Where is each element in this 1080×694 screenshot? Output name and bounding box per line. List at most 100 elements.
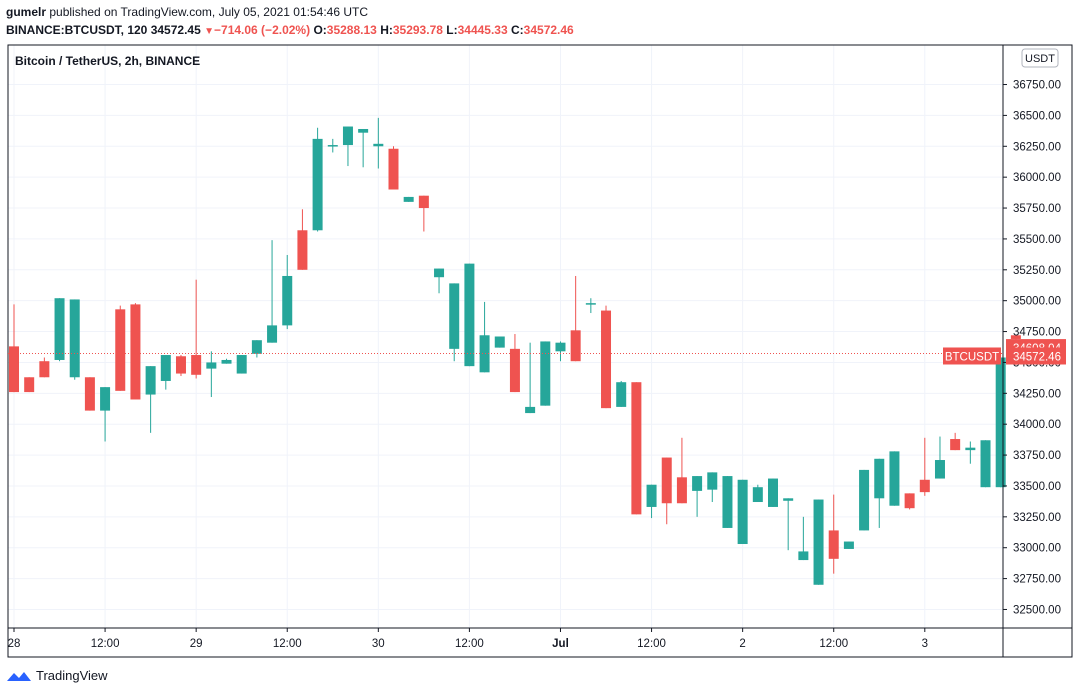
candle[interactable] <box>828 494 839 574</box>
price-label-box <box>1006 347 1066 365</box>
candle-body <box>312 138 323 231</box>
candle[interactable] <box>525 342 536 414</box>
candle[interactable] <box>191 279 202 379</box>
footer-brand[interactable]: TradingView <box>6 668 108 683</box>
candle[interactable] <box>646 484 657 519</box>
candle-body <box>570 330 581 362</box>
candle[interactable] <box>692 476 703 517</box>
candle[interactable] <box>616 380 627 407</box>
open-value: 35288.13 <box>326 23 377 37</box>
candle[interactable] <box>84 377 95 411</box>
candle[interactable] <box>631 382 642 515</box>
candle-body <box>39 361 50 378</box>
candle[interactable] <box>282 254 293 330</box>
candle[interactable] <box>919 437 930 496</box>
candle[interactable] <box>130 303 141 400</box>
last-price: 34572.45 <box>150 23 201 37</box>
candle-body <box>874 458 885 499</box>
candle[interactable] <box>752 484 763 503</box>
candle[interactable] <box>585 298 596 314</box>
time-tick-label: 2 <box>739 638 745 650</box>
candle[interactable] <box>722 476 733 528</box>
candle[interactable] <box>980 440 991 488</box>
candle-body <box>9 346 19 393</box>
candle-body <box>69 299 80 378</box>
candle[interactable] <box>479 301 490 373</box>
candle[interactable] <box>342 126 353 167</box>
publish-info: gumelr published on TradingView.com, Jul… <box>6 5 368 19</box>
candle[interactable] <box>813 499 824 585</box>
price-tick-label: 33000.00 <box>1013 543 1061 555</box>
candle[interactable] <box>54 298 65 362</box>
candle[interactable] <box>570 275 581 362</box>
candle[interactable] <box>661 457 672 525</box>
candle[interactable] <box>206 351 217 398</box>
candle[interactable] <box>160 355 171 390</box>
candle-body <box>373 143 384 147</box>
candle[interactable] <box>388 146 399 190</box>
candle[interactable] <box>995 357 1006 488</box>
close-value: 34572.46 <box>523 23 574 37</box>
candle[interactable] <box>509 334 520 393</box>
candle[interactable] <box>950 432 961 451</box>
candle[interactable] <box>874 458 885 528</box>
candle[interactable] <box>737 479 748 545</box>
candle[interactable] <box>540 341 551 406</box>
currency-badge[interactable]: USDT <box>1025 53 1055 65</box>
candle[interactable] <box>449 283 460 362</box>
candle-body <box>145 366 156 395</box>
candle[interactable] <box>889 451 900 506</box>
currency-badge-box[interactable] <box>1021 48 1059 68</box>
candle[interactable] <box>312 127 323 232</box>
candle[interactable] <box>783 498 794 551</box>
candle[interactable] <box>798 516 809 561</box>
candle[interactable] <box>768 478 778 507</box>
candles <box>9 117 1021 585</box>
candle[interactable] <box>175 355 186 377</box>
time-axis: 28 12:00 29 12:00 30 12:00 Jul 12:00 2 12:00 3 <box>8 628 928 650</box>
candle[interactable] <box>434 268 445 294</box>
price-tick-label: 36250.00 <box>1013 141 1061 153</box>
candle[interactable] <box>327 138 338 153</box>
candle[interactable] <box>403 196 414 202</box>
candle[interactable] <box>115 305 126 391</box>
candle[interactable] <box>707 472 718 503</box>
candle[interactable] <box>297 209 308 270</box>
candle[interactable] <box>100 387 111 442</box>
candle[interactable] <box>464 263 475 367</box>
candle[interactable] <box>24 377 35 393</box>
candle-body <box>251 340 262 354</box>
candle-body <box>267 325 278 343</box>
candle[interactable] <box>843 541 854 549</box>
price-tick-label: 35750.00 <box>1013 203 1061 215</box>
down-arrow-icon: ▼ <box>204 26 215 37</box>
candle[interactable] <box>236 355 247 374</box>
candle[interactable] <box>145 366 156 433</box>
candle[interactable] <box>251 340 262 358</box>
candle[interactable] <box>267 240 278 343</box>
candle[interactable] <box>39 357 50 378</box>
candle[interactable] <box>904 493 915 510</box>
candle[interactable] <box>555 341 566 362</box>
publisher-name[interactable]: gumelr <box>6 5 47 19</box>
candle-body <box>950 439 961 451</box>
candle[interactable] <box>358 128 369 168</box>
candle[interactable] <box>373 117 384 169</box>
candle[interactable] <box>69 299 80 380</box>
price-tick-label: 34750.00 <box>1013 327 1061 339</box>
candle[interactable] <box>934 436 945 479</box>
candle[interactable] <box>221 358 232 364</box>
candle[interactable] <box>965 441 976 464</box>
price-tick-label: 35250.00 <box>1013 265 1061 277</box>
candle[interactable] <box>418 195 429 232</box>
candle[interactable] <box>494 336 505 348</box>
candle[interactable] <box>601 305 612 409</box>
candle-body <box>843 541 854 549</box>
candle-body <box>722 476 733 528</box>
candle[interactable] <box>859 469 870 531</box>
candle-body <box>479 335 490 373</box>
candle[interactable] <box>9 304 19 393</box>
time-tick-label: 12:00 <box>91 638 120 650</box>
candle[interactable] <box>676 437 687 504</box>
